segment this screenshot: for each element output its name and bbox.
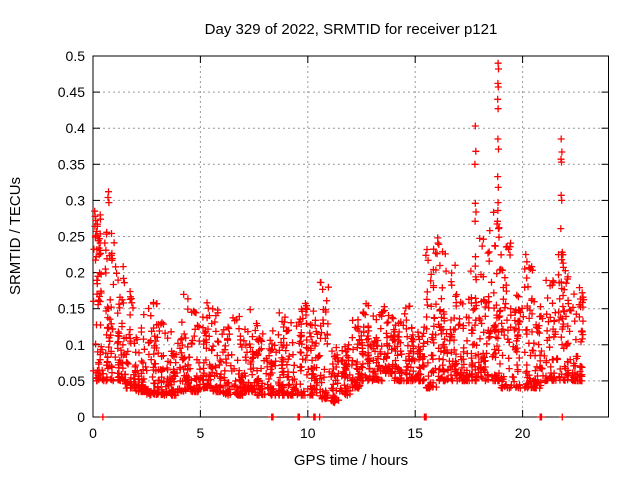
- x-tick-label: 10: [300, 425, 316, 441]
- y-tick-label: 0.15: [58, 301, 85, 317]
- y-tick-label: 0: [77, 409, 85, 425]
- y-tick-label: 0.05: [58, 373, 85, 389]
- x-tick-label: 15: [407, 425, 423, 441]
- x-axis-label: GPS time / hours: [294, 452, 408, 469]
- x-tick-labels: 0 5 10 15 20: [89, 425, 530, 441]
- y-tick-label: 0.4: [66, 120, 86, 136]
- y-tick-label: 0.3: [66, 192, 86, 208]
- y-tick-label: 0.45: [58, 84, 85, 100]
- y-tick-label: 0.1: [66, 337, 86, 353]
- y-tick-labels: 0 0.05 0.1 0.15 0.2 0.25 0.3 0.35 0.4 0.45 0.5: [58, 48, 85, 425]
- y-tick-label: 0.35: [58, 156, 85, 172]
- axis-ticks: [92, 55, 609, 418]
- y-tick-label: 0.2: [66, 265, 86, 281]
- x-tick-label: 5: [197, 425, 205, 441]
- y-tick-label: 0.5: [66, 48, 86, 64]
- chart-title: Day 329 of 2022, SRMTID for receiver p12…: [205, 21, 498, 38]
- y-tick-label: 0.25: [58, 229, 85, 245]
- y-axis-label: SRMTID / TECUs: [7, 177, 24, 295]
- scatter-plus-markers: [90, 59, 588, 421]
- x-tick-label: 0: [89, 425, 97, 441]
- data-points: [90, 59, 588, 421]
- x-tick-label: 20: [515, 425, 531, 441]
